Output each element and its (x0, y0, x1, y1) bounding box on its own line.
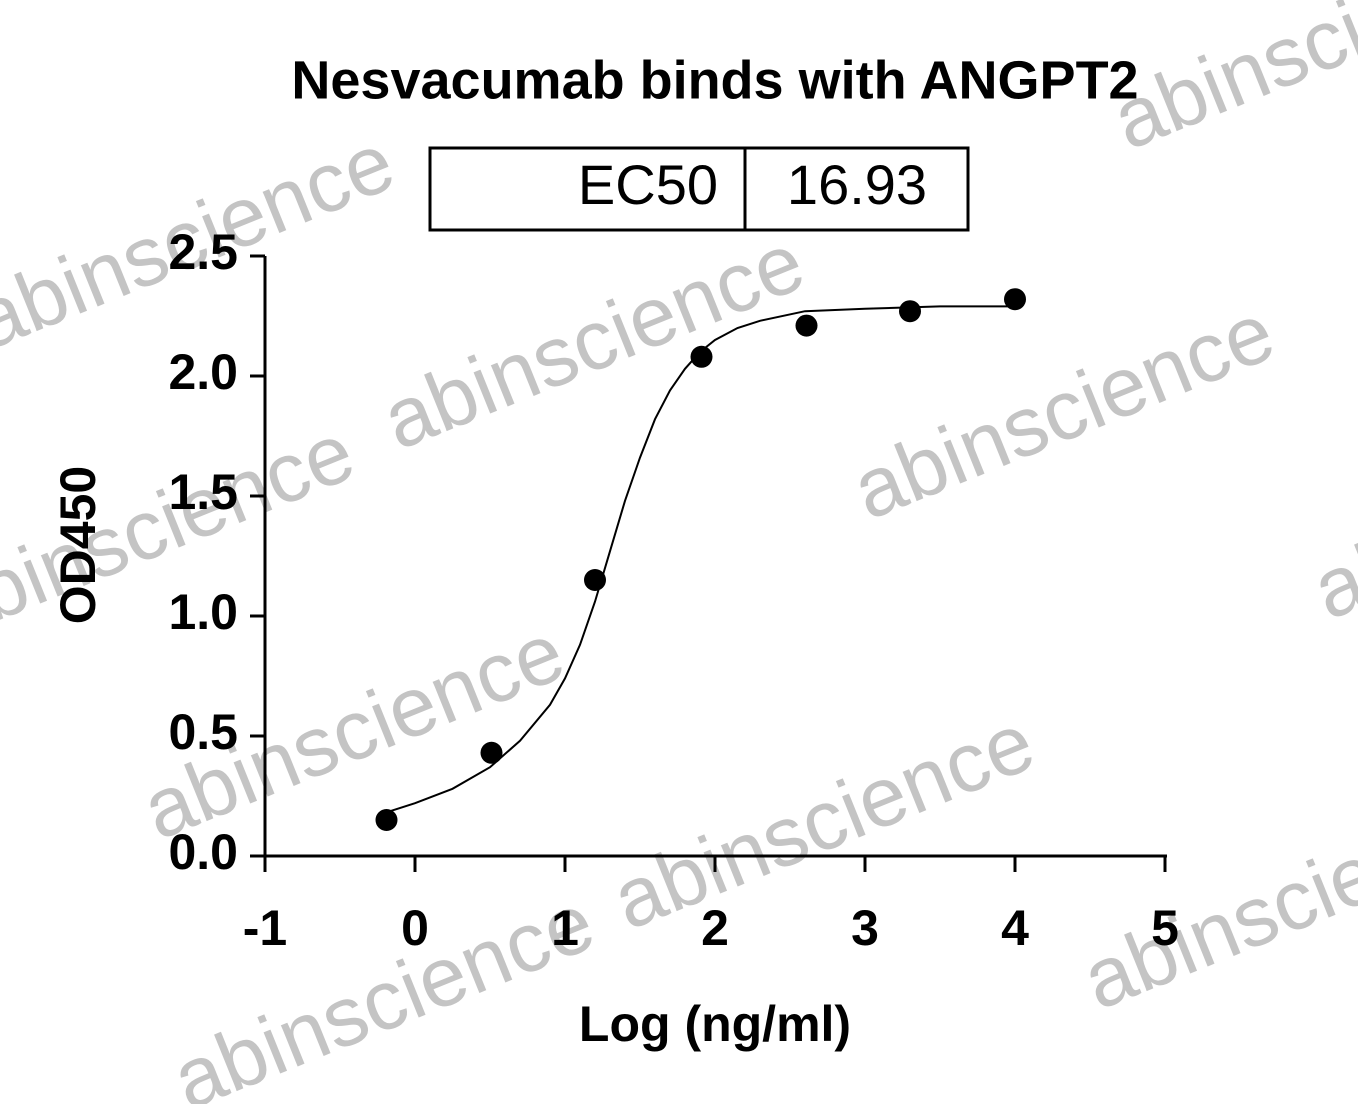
data-point (690, 345, 713, 368)
x-tick-label: 1 (551, 900, 579, 956)
y-tick-label: 0.0 (168, 824, 238, 880)
watermark: abinscience (160, 874, 607, 1104)
y-tick-label: 1.0 (168, 584, 238, 640)
fit-curve (384, 305, 1015, 814)
x-tick-label: -1 (243, 900, 287, 956)
watermark: abinscience (370, 214, 817, 467)
ec50-value: 16.93 (787, 153, 927, 216)
x-tick-label: 2 (701, 900, 729, 956)
data-point (1004, 288, 1026, 311)
watermark: abinscience (600, 694, 1047, 947)
x-axis-label: Log (ng/ml) (579, 996, 851, 1052)
y-tick-label: 2.0 (168, 344, 238, 400)
data-point (584, 569, 606, 591)
data-point (375, 809, 398, 831)
y-axis-label: OD450 (50, 466, 106, 624)
data-point (899, 300, 921, 323)
x-tick-label: 0 (401, 900, 429, 956)
watermark: abinscience (1070, 774, 1358, 1027)
y-tick-label: 0.5 (168, 704, 238, 760)
x-tick-label: 3 (851, 900, 879, 956)
y-tick-label: 2.5 (168, 224, 238, 280)
chart-title: Nesvacumab binds with ANGPT2 (291, 50, 1138, 110)
y-tick-label: 1.5 (168, 464, 238, 520)
watermark: abinscience (1300, 384, 1358, 637)
data-point (795, 314, 818, 337)
ec50-box (428, 146, 970, 232)
ec50-label: EC50 (578, 153, 718, 216)
x-tick-label: 5 (1151, 900, 1179, 956)
data-point (480, 741, 503, 764)
x-tick-label: 4 (1001, 900, 1029, 956)
watermark: abinscience (840, 284, 1287, 537)
